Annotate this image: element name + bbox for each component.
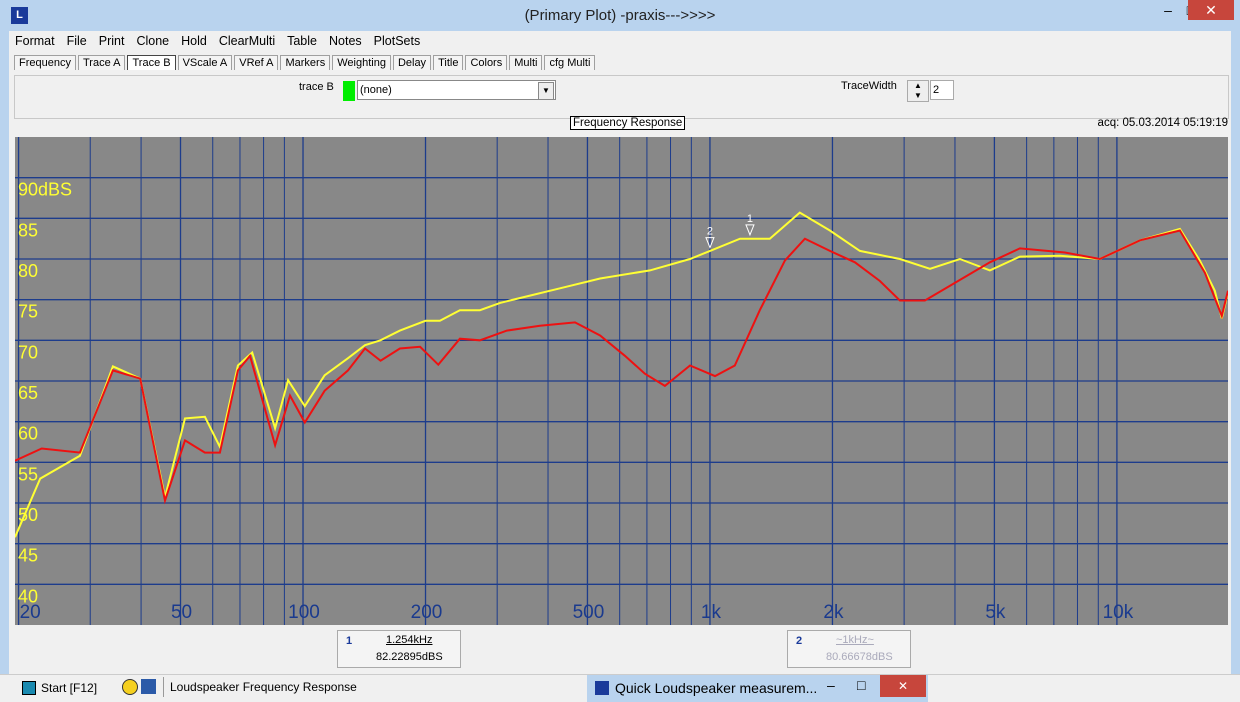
trace bbox=[15, 211, 1228, 538]
marker-readout: 2 ~1kHz~ 80.66678dBS bbox=[787, 630, 911, 668]
x-tick-label: 100 bbox=[288, 602, 320, 623]
x-tick-label: 500 bbox=[573, 602, 605, 623]
x-tick-label: 5k bbox=[985, 602, 1006, 623]
task-label: Loudspeaker Frequency Response bbox=[163, 677, 590, 697]
trace-label: trace B bbox=[299, 81, 334, 93]
tab[interactable]: Trace A bbox=[77, 55, 126, 70]
popup-minimize[interactable]: – bbox=[827, 677, 835, 693]
tab-strip: Frequency Trace A Trace B VScale A VRef A Mar… bbox=[14, 55, 597, 70]
menu-item[interactable]: File bbox=[66, 34, 87, 48]
start-icon[interactable] bbox=[22, 681, 36, 695]
y-tick-label: 40 bbox=[18, 586, 38, 606]
y-tick-label: 75 bbox=[18, 302, 38, 322]
y-tick-label: 70 bbox=[18, 342, 38, 362]
popup-close[interactable]: ✕ bbox=[880, 675, 926, 697]
menu-item[interactable]: Clone bbox=[136, 34, 170, 48]
title-bar: L (Primary Plot) -praxis--->>>> – □ ✕ bbox=[0, 0, 1240, 31]
menu-item[interactable]: Notes bbox=[329, 34, 362, 48]
x-tick-label: 20 bbox=[20, 602, 41, 623]
marker-number: 2 bbox=[707, 226, 713, 238]
readout-level: 82.22895dBS bbox=[376, 651, 443, 663]
popup-maximize[interactable]: □ bbox=[857, 677, 866, 693]
tab[interactable]: Weighting bbox=[332, 55, 391, 70]
marker-readout: 1 1.254kHz 82.22895dBS bbox=[337, 630, 461, 668]
menu-item[interactable]: Table bbox=[287, 34, 317, 48]
tab[interactable]: Title bbox=[433, 55, 464, 70]
control-panel: trace B (none) ▼ TraceWidth ▲ ▼ 2 bbox=[14, 75, 1229, 119]
menu-item[interactable]: ClearMulti bbox=[218, 34, 276, 48]
width-label: TraceWidth bbox=[841, 80, 897, 92]
window-title: (Primary Plot) -praxis--->>>> bbox=[524, 7, 716, 24]
menu-item[interactable]: PlotSets bbox=[373, 34, 421, 48]
acq-time: acq: 05.03.2014 05:19:19 bbox=[1097, 117, 1228, 129]
readout-number: 1 bbox=[346, 635, 353, 647]
y-tick-label: 55 bbox=[18, 464, 38, 484]
marker-triangle bbox=[705, 237, 715, 249]
y-tick-label: 85 bbox=[18, 220, 38, 240]
trace bbox=[15, 229, 1228, 505]
menu-item[interactable]: Hold bbox=[181, 34, 207, 48]
tab[interactable]: Frequency bbox=[14, 55, 76, 70]
popup-icon bbox=[595, 681, 609, 695]
marker-triangle bbox=[745, 224, 755, 237]
x-tick-label: 10k bbox=[1103, 602, 1134, 623]
x-tick-label: 50 bbox=[171, 602, 192, 623]
tab[interactable]: cfg Multi bbox=[544, 55, 596, 70]
x-tick-label: 1k bbox=[701, 602, 722, 623]
readout-level: 80.66678dBS bbox=[826, 651, 893, 663]
readout-frequency: ~1kHz~ bbox=[836, 634, 874, 646]
trace-color-swatch[interactable] bbox=[343, 81, 355, 101]
x-tick-label: 2k bbox=[823, 602, 844, 623]
readout-number: 2 bbox=[796, 635, 803, 647]
tab[interactable]: Markers bbox=[280, 55, 331, 70]
app-icon: L bbox=[11, 7, 28, 24]
menu-item[interactable]: Format bbox=[15, 34, 55, 48]
plot-area: 20 50 100 200 500 1k 2k 5k 10k 90dBS 85 80 75 70 65 60 5… bbox=[15, 137, 1228, 625]
readout-frequency: 1.254kHz bbox=[386, 634, 433, 646]
y-tick-label: 45 bbox=[18, 546, 38, 566]
plot-title: Frequency Response bbox=[570, 116, 686, 130]
minimize-button[interactable]: – bbox=[1164, 2, 1172, 18]
y-tick-label: 80 bbox=[18, 261, 38, 281]
clock-icon[interactable] bbox=[122, 679, 138, 695]
tool-icon[interactable] bbox=[141, 679, 156, 694]
tab[interactable]: VRef A bbox=[234, 55, 279, 70]
popup-window[interactable]: Quick Loudspeaker measurem... – □ ✕ bbox=[587, 675, 928, 702]
popup-title: Quick Loudspeaker measurem... bbox=[615, 680, 818, 696]
trace-select-value: (none) bbox=[360, 84, 392, 96]
dropdown-arrow[interactable]: ▼ bbox=[538, 82, 554, 100]
menu-item[interactable]: Print bbox=[98, 34, 125, 48]
width-value[interactable]: 2 bbox=[930, 80, 954, 100]
marker-number: 1 bbox=[747, 213, 753, 225]
start-button[interactable]: Start [F12] bbox=[41, 681, 98, 695]
tab[interactable]: Delay bbox=[392, 55, 432, 70]
tab[interactable]: Trace B bbox=[127, 55, 176, 70]
spin-buttons[interactable]: ▲ ▼ bbox=[907, 80, 929, 102]
close-button[interactable]: ✕ bbox=[1188, 0, 1234, 20]
taskbar: Start [F12] Loudspeaker Frequency Respon… bbox=[0, 674, 1240, 702]
tab[interactable]: Multi bbox=[509, 55, 543, 70]
trace-select[interactable]: (none) ▼ bbox=[357, 80, 556, 100]
menu-bar: Format File Print Clone Hold ClearMulti Table N… bbox=[9, 33, 426, 49]
tab[interactable]: Colors bbox=[465, 55, 508, 70]
y-tick-label: 60 bbox=[18, 424, 38, 444]
y-tick-label: 90dBS bbox=[18, 180, 72, 200]
tab[interactable]: VScale A bbox=[177, 55, 233, 70]
x-tick-label: 200 bbox=[411, 602, 443, 623]
y-tick-label: 65 bbox=[18, 383, 38, 403]
